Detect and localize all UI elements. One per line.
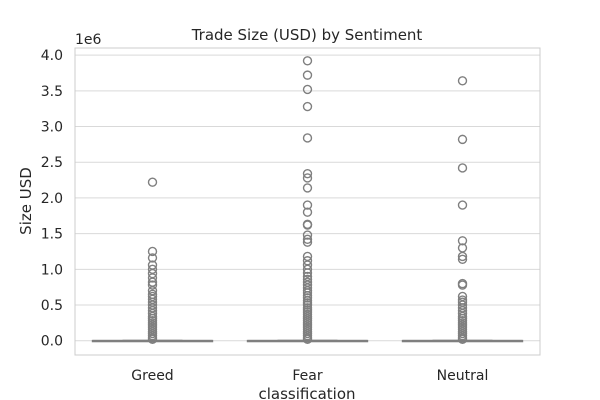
outlier-point (457, 243, 468, 253)
y-axis-label: Size USD (17, 167, 35, 235)
outlier-point (457, 134, 468, 145)
outlier-point (147, 289, 158, 300)
outlier-point (302, 251, 313, 262)
outlier-point (302, 70, 313, 80)
outlier-point (302, 219, 313, 230)
x-tick-label: Greed (131, 368, 173, 384)
outlier-point (457, 295, 468, 305)
outlier-point (302, 234, 313, 245)
y-tick-label: 3.0 (41, 120, 63, 136)
y-tick-labels: 0.0 0.5 1.0 1.5 2.0 2.5 3.0 3.5 4.0 (41, 48, 63, 350)
outlier-point (457, 278, 468, 289)
y-tick-label: 0.0 (41, 334, 63, 350)
outlier-point (147, 177, 158, 187)
outlier-point (302, 200, 313, 210)
outlier-point (302, 101, 313, 112)
outlier-point (302, 303, 313, 313)
outlier-point (302, 56, 313, 66)
outlier-point (457, 236, 468, 246)
y-tick-label: 1.0 (41, 262, 63, 278)
chart-title: Trade Size (USD) by Sentiment (191, 26, 423, 44)
outlier-point (457, 200, 468, 210)
outlier-point (302, 168, 313, 179)
outlier-point (457, 76, 468, 86)
outlier-point (302, 133, 313, 143)
y-tick-label: 2.0 (41, 191, 63, 207)
x-tick-label: Neutral (437, 368, 489, 384)
outlier-point (302, 256, 313, 266)
outlier-marks (147, 56, 468, 344)
outlier-point (302, 237, 313, 247)
outlier-point (457, 254, 468, 265)
box-marks (91, 339, 524, 343)
y-tick-label: 0.5 (41, 298, 63, 314)
y-tick-label: 1.5 (41, 227, 63, 243)
outlier-point (147, 246, 158, 257)
outlier-point (302, 84, 313, 95)
outlier-point (302, 271, 313, 282)
outlier-point (302, 183, 313, 193)
y-tick-label: 3.5 (41, 84, 63, 100)
outlier-point (147, 264, 158, 275)
y-tick-label: 4.0 (41, 48, 63, 64)
x-tick-label: Fear (292, 368, 322, 384)
x-axis-label: classification (258, 385, 355, 400)
outlier-point (457, 291, 468, 302)
outlier-point (147, 280, 158, 290)
outlier-point (302, 230, 313, 240)
outlier-point (302, 207, 313, 217)
outlier-point (302, 274, 313, 285)
outlier-point (302, 277, 313, 287)
outlier-point (457, 163, 468, 173)
y-axis-offset-label: 1e6 (75, 32, 102, 48)
y-tick-label: 2.5 (41, 155, 63, 171)
x-tick-labels: Greed Fear Neutral (131, 368, 488, 384)
outlier-point (302, 173, 313, 183)
plot-frame (74, 47, 541, 356)
outlier-point (147, 253, 158, 263)
outlier-point (147, 260, 158, 270)
